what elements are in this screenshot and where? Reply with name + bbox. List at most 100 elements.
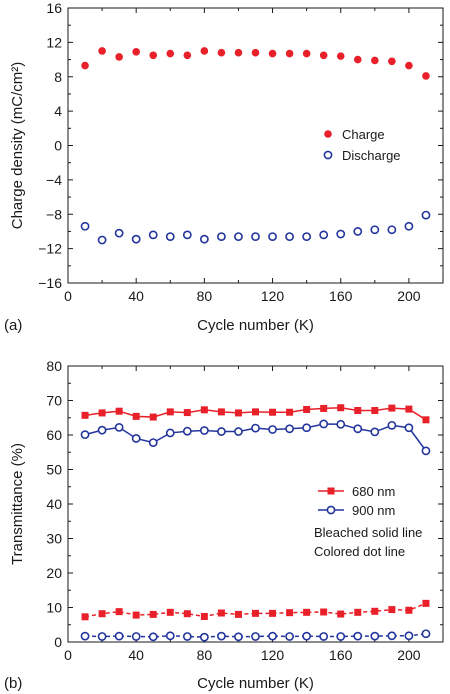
data-point [149,610,157,618]
data-point [252,408,259,416]
x-tick-label: 0 [64,647,72,663]
y-tick-label: 0 [54,138,62,154]
y-tick-label: 8 [54,69,62,85]
y-tick-label: 80 [46,358,62,374]
y-tick-label: −4 [46,172,62,188]
data-point [115,608,123,616]
data-point [302,631,312,641]
x-tick-label: 40 [128,288,144,304]
data-point [217,609,225,617]
data-point [251,48,260,57]
data-point [320,608,328,616]
data-point [148,632,158,642]
data-point [182,230,192,240]
data-point [319,230,329,240]
data-point [353,424,363,434]
data-point [182,426,192,436]
data-point [252,609,259,617]
data-point [166,608,174,616]
data-point [234,232,243,241]
data-point [132,412,140,420]
data-point [286,408,294,416]
legend-label: Discharge [342,148,401,163]
data-point [234,48,243,57]
data-point [81,61,89,70]
legend-label: 900 nm [352,503,395,518]
legend-marker [323,150,333,160]
data-point [183,409,191,417]
data-point [234,632,243,642]
y-tick-label: 12 [46,34,62,50]
series-line [84,602,427,618]
panel-label: (b) [4,675,22,692]
data-point [234,427,243,436]
x-tick-label: 120 [261,288,285,304]
data-point [234,610,242,618]
data-point [319,419,329,429]
legend-marker [324,130,332,138]
data-point [285,49,294,58]
annotation-bleached: Bleached solid line [314,525,422,540]
data-point [371,56,379,65]
data-point [285,632,294,641]
data-point [371,407,379,415]
data-point [97,632,107,641]
data-point [405,405,413,413]
y-tick-label: −8 [46,206,62,222]
data-point [388,404,396,412]
data-point [81,613,89,621]
data-point [336,632,346,641]
data-point [387,225,397,235]
data-point [404,221,414,231]
data-point [199,234,209,244]
data-point [132,48,140,56]
data-point [421,629,431,639]
data-point [302,423,312,433]
y-tick-label: −12 [38,241,62,257]
data-point [251,632,260,641]
y-tick-label: 16 [46,0,62,16]
x-tick-label: 160 [329,288,353,304]
data-point [98,610,106,618]
data-point [354,608,362,616]
y-tick-label: 50 [46,462,62,478]
x-tick-label: 80 [197,288,213,304]
data-point [286,609,294,617]
data-point [97,235,107,245]
data-point [217,232,226,241]
data-point [370,225,380,235]
data-point [421,210,431,220]
data-point [319,632,329,641]
data-point [81,411,89,419]
data-point [251,423,260,433]
data-point [405,606,413,614]
data-point [131,234,141,244]
x-tick-label: 200 [397,288,421,304]
data-point [200,47,209,55]
data-point [199,426,209,435]
data-point [421,446,431,456]
data-point [115,407,123,415]
data-point [405,61,413,70]
data-point [336,419,346,429]
legend-marker [326,505,336,515]
data-point [404,631,414,641]
data-point [336,229,346,239]
data-point [354,407,362,415]
y-tick-label: 40 [46,496,62,512]
data-point [165,428,175,438]
data-point [200,406,208,414]
data-point [165,232,175,241]
data-point [114,631,124,641]
data-point [336,52,345,60]
data-point [387,631,397,641]
data-point [183,51,192,60]
x-tick-label: 0 [64,288,72,304]
data-point [98,47,106,55]
data-point [268,49,277,58]
data-point [370,631,380,641]
data-point [302,49,311,58]
x-tick-label: 200 [397,647,421,663]
